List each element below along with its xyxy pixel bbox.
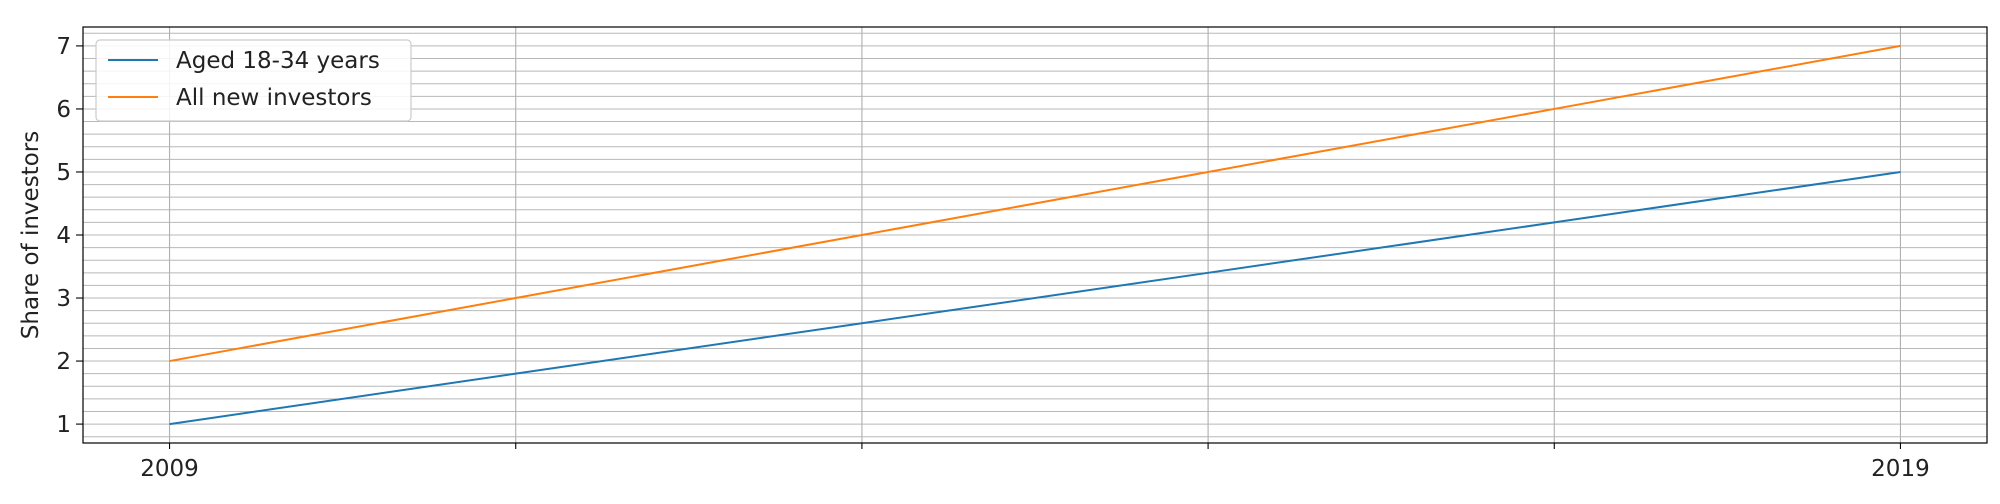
y-tick-label: 1 — [56, 412, 71, 438]
legend-label: All new investors — [176, 85, 372, 111]
axis-ticks: 2009 2019 1 2 3 4 5 6 7 — [56, 34, 1929, 482]
y-tick-label: 2 — [56, 349, 71, 375]
y-axis-label: Share of investors — [18, 131, 44, 339]
y-tick-label: 4 — [56, 223, 71, 249]
series-line-1 — [169, 170, 1901, 426]
x-tick-label: 2019 — [1871, 456, 1930, 482]
series-line-2 — [169, 44, 1901, 363]
y-tick-label: 7 — [56, 34, 71, 60]
grid — [83, 27, 1987, 443]
legend-label: Aged 18-34 years — [176, 48, 380, 74]
y-tick-label: 5 — [56, 160, 71, 186]
legend: Aged 18-34 years All new investors — [95, 39, 412, 122]
y-tick-label: 3 — [56, 286, 71, 312]
x-tick-label: 2009 — [140, 456, 199, 482]
y-tick-label: 6 — [56, 97, 71, 123]
series-lines — [169, 44, 1901, 426]
legend-box — [95, 39, 412, 122]
